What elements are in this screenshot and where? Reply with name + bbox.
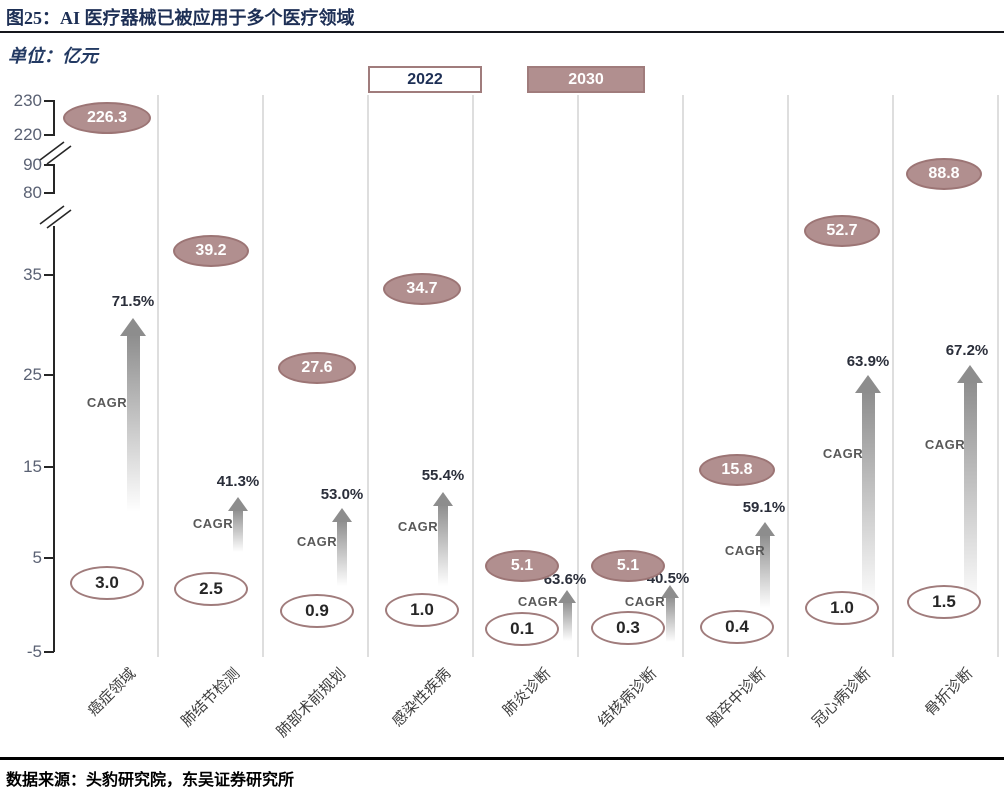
value-bubble-2030: 52.7: [804, 215, 880, 247]
gridline: [577, 95, 579, 657]
cagr-arrow-head-icon: [957, 365, 983, 383]
value-bubble-2030: 88.8: [906, 158, 982, 190]
cagr-arrow-shaft: [963, 381, 977, 606]
value-bubble-2022: 2.5: [174, 572, 248, 606]
y-axis-tick-label: 5: [32, 548, 42, 567]
cagr-label: CAGR: [517, 594, 559, 609]
cagr-label: CAGR: [924, 437, 966, 452]
legend-item-2022: 2022: [368, 66, 482, 93]
cagr-arrow-head-icon: [228, 497, 248, 511]
value-bubble-2030: 34.7: [383, 273, 461, 305]
cagr-arrow-shaft: [337, 520, 347, 586]
cagr-percent-label: 55.4%: [421, 467, 465, 484]
gridline: [892, 95, 894, 657]
cagr-percent-label: 71.5%: [111, 293, 155, 310]
gridline: [472, 95, 474, 657]
value-bubble-2022: 0.3: [591, 611, 665, 645]
cagr-arrow-head-icon: [433, 492, 453, 506]
axis-break-lower-icon: [39, 205, 72, 229]
y-axis-tick-label: 220: [13, 125, 42, 144]
axis-break-upper-icon: [39, 141, 72, 165]
cagr-percent-label: 63.6%: [543, 571, 587, 588]
value-bubble-2030: 226.3: [63, 102, 151, 134]
cagr-label: CAGR: [296, 534, 338, 549]
gridline: [997, 95, 999, 657]
gridline: [682, 95, 684, 657]
value-bubble-2030: 27.6: [278, 352, 356, 384]
value-bubble-2022: 1.5: [907, 585, 981, 619]
y-axis-tick-label: 80: [23, 183, 42, 202]
cagr-arrow-head-icon: [855, 375, 881, 393]
cagr-arrow-shaft: [562, 601, 572, 641]
cagr-arrow-head-icon: [120, 318, 146, 336]
gridline: [367, 95, 369, 657]
cagr-label: CAGR: [192, 516, 234, 531]
source-note: 数据来源：头豹研究院，东吴证券研究所: [6, 772, 295, 789]
cagr-arrow-head-icon: [755, 522, 775, 536]
cagr-label: CAGR: [624, 594, 666, 609]
y-axis-tick-label: 15: [23, 457, 42, 476]
y-axis-tick-label: 25: [23, 365, 42, 384]
gridline: [787, 95, 789, 657]
footer-divider: [0, 757, 1004, 760]
cagr-arrow-head-icon: [332, 508, 352, 522]
cagr-label: CAGR: [397, 519, 439, 534]
value-bubble-2022: 3.0: [70, 566, 144, 600]
cagr-percent-label: 59.1%: [742, 499, 786, 516]
value-bubble-2030: 5.1: [591, 550, 665, 582]
value-bubble-2030: 15.8: [699, 454, 775, 486]
cagr-label: CAGR: [86, 395, 128, 410]
cagr-arrow-shaft: [760, 534, 770, 608]
cagr-label: CAGR: [724, 543, 766, 558]
cagr-arrow-shaft: [665, 596, 675, 642]
value-bubble-2022: 0.9: [280, 594, 354, 628]
value-bubble-2030: 5.1: [485, 550, 559, 582]
legend-item-2030: 2030: [527, 66, 645, 93]
cagr-percent-label: 53.0%: [320, 486, 364, 503]
legend-2030-label: 2030: [568, 71, 604, 88]
y-axis-tick-marks: [44, 274, 54, 653]
gridline: [262, 95, 264, 657]
cagr-percent-label: 63.9%: [846, 353, 890, 370]
y-axis-tick-label: 230: [13, 91, 42, 110]
legend-2022-label: 2022: [407, 71, 443, 88]
y-axis-tick-label: -5: [26, 642, 42, 661]
cagr-arrow-head-icon: [661, 585, 679, 598]
cagr-percent-label: 41.3%: [216, 473, 260, 490]
cagr-percent-label: 67.2%: [945, 342, 989, 359]
value-bubble-2030: 39.2: [173, 235, 249, 267]
cagr-arrow-head-icon: [558, 590, 576, 603]
cagr-label: CAGR: [822, 446, 864, 461]
y-axis-tick-label: 90: [23, 155, 42, 174]
cagr-arrow-shaft: [861, 391, 875, 606]
y-axis-bracket-mid: [44, 164, 55, 194]
unit-label: 单位：亿元: [8, 46, 98, 66]
gridline: [157, 95, 159, 657]
value-bubble-2022: 0.4: [700, 610, 774, 644]
cagr-arrow-shaft: [126, 334, 140, 512]
value-bubble-2022: 1.0: [385, 593, 459, 627]
title-divider: [0, 31, 1004, 33]
value-bubble-2022: 0.1: [485, 612, 559, 646]
value-bubble-2022: 1.0: [805, 591, 879, 625]
cagr-arrow-shaft: [438, 504, 448, 586]
figure-title: 图25：AI 医疗器械已被应用于多个医疗领域: [6, 8, 355, 28]
y-axis-tick-label: 35: [23, 265, 42, 284]
cagr-arrow-shaft: [233, 509, 243, 552]
y-axis-bracket-top: [44, 100, 55, 136]
